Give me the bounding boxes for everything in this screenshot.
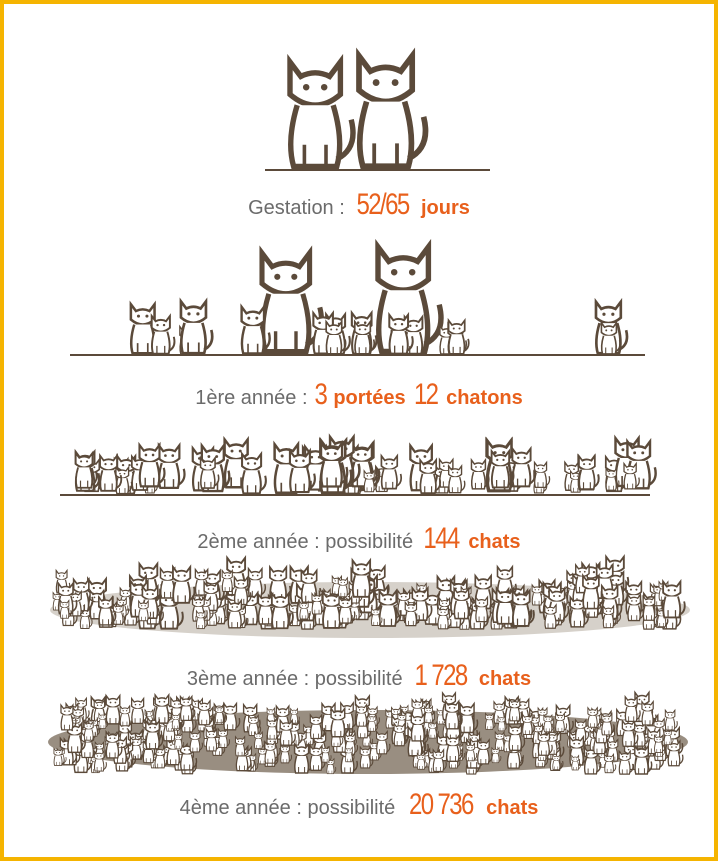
cat-drawing bbox=[181, 301, 212, 353]
row: 3ème année : possibilité 1 728 chats bbox=[0, 659, 718, 693]
cat-drawing bbox=[262, 253, 322, 352]
number: 144 bbox=[423, 522, 458, 556]
unit: chats bbox=[486, 797, 538, 819]
cat-drawing bbox=[535, 462, 550, 487]
unit: chatons bbox=[446, 387, 523, 409]
cat-drawing bbox=[665, 710, 677, 730]
cat-drawing bbox=[512, 449, 535, 487]
cat-drawing bbox=[152, 316, 175, 354]
cat-drawing bbox=[159, 445, 185, 488]
unit: portées bbox=[333, 387, 405, 409]
cat-drawing bbox=[381, 456, 401, 489]
cat-drawing bbox=[449, 466, 465, 493]
number: 3 bbox=[315, 378, 327, 412]
number: 12 bbox=[414, 378, 438, 412]
unit: chats bbox=[479, 668, 531, 690]
label: 1ère année : bbox=[195, 387, 307, 409]
row: 1ère année : 3 portées 12 chatons bbox=[0, 378, 718, 412]
cat-drawing bbox=[290, 62, 353, 166]
unit: jours bbox=[421, 197, 470, 219]
cat-drawing bbox=[579, 456, 599, 489]
row: 4ème année : possibilité 20 736 chats bbox=[0, 788, 718, 822]
illustrations bbox=[0, 0, 718, 861]
label: 3ème année : possibilité bbox=[187, 668, 403, 690]
row: Gestation : 52/65 jours bbox=[0, 188, 718, 222]
page: Gestation : 52/65 jours 1ère année : 3 p… bbox=[0, 0, 718, 861]
cat-drawing bbox=[242, 454, 266, 493]
number: 52/65 bbox=[357, 188, 409, 222]
number: 20 736 bbox=[409, 788, 473, 822]
label: 2ème année : possibilité bbox=[197, 531, 413, 553]
unit: chats bbox=[468, 531, 520, 553]
label: Gestation : bbox=[248, 197, 345, 219]
number: 1 728 bbox=[415, 659, 467, 693]
row: 2ème année : possibilité 144 chats bbox=[0, 522, 718, 556]
cat-drawing bbox=[359, 56, 426, 166]
label: 4ème année : possibilité bbox=[180, 797, 396, 819]
